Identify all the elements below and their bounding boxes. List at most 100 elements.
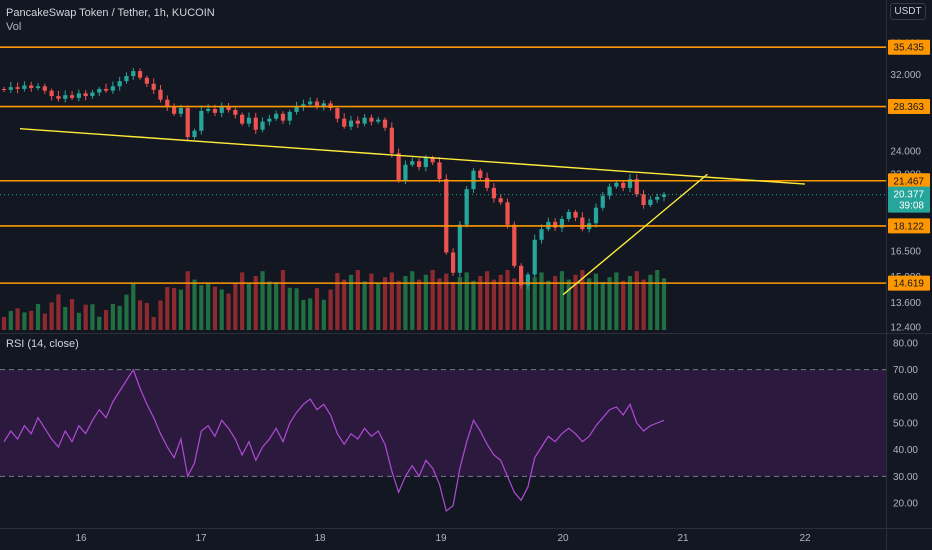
- volume-bar: [1, 317, 7, 330]
- volume-bar: [199, 285, 204, 330]
- candle: [559, 218, 565, 228]
- volume-bar: [103, 309, 109, 330]
- volume-bar: [206, 282, 211, 330]
- volume-bar: [539, 272, 544, 330]
- candle: [410, 161, 415, 165]
- candle: [110, 86, 115, 91]
- candle: [131, 71, 136, 77]
- rsi-tick-label: 50.00: [893, 419, 918, 430]
- candle: [294, 107, 299, 112]
- time-tick-label: 22: [799, 533, 811, 544]
- candle: [206, 109, 211, 111]
- candle: [287, 111, 292, 121]
- candle: [396, 153, 401, 181]
- level-price-tag-text-4: 18.122: [893, 221, 924, 232]
- volume-bar: [580, 270, 585, 330]
- volume-bar: [614, 272, 619, 330]
- volume-bar: [246, 283, 252, 330]
- candle: [219, 106, 224, 113]
- candle: [519, 265, 524, 286]
- volume-bar: [471, 280, 476, 330]
- level-price-tag-text-1: 35.435: [893, 43, 924, 54]
- candle: [42, 86, 47, 91]
- candle: [607, 186, 612, 196]
- candle: [614, 182, 619, 187]
- candle: [226, 106, 231, 110]
- trend-line-2: [562, 173, 708, 296]
- candle: [621, 182, 626, 188]
- candle: [416, 161, 422, 168]
- volume-bar: [627, 276, 633, 330]
- time-tick-label: 20: [557, 533, 569, 544]
- candle: [178, 108, 184, 114]
- candle: [648, 199, 653, 206]
- countdown-value: 39:08: [899, 201, 924, 212]
- candle: [634, 179, 639, 195]
- volume-bar: [430, 270, 435, 330]
- volume-bar: [491, 279, 497, 330]
- price-tick-label: 24.000: [890, 147, 921, 158]
- candle: [362, 117, 367, 124]
- volume-bar: [335, 273, 340, 330]
- candle: [355, 120, 360, 124]
- volume-bar: [559, 271, 565, 330]
- candle: [83, 93, 88, 97]
- candle: [308, 101, 313, 105]
- candle: [328, 103, 333, 109]
- volume-bar: [389, 272, 394, 330]
- candle: [627, 179, 633, 188]
- candle: [117, 81, 122, 87]
- volume-bar: [437, 278, 442, 330]
- level-price-tag-2: [888, 99, 930, 115]
- candle: [566, 211, 571, 219]
- volume-bar: [641, 279, 646, 330]
- volume-bar: [8, 310, 13, 330]
- volume-bar: [621, 280, 626, 330]
- candle: [233, 109, 238, 115]
- candle: [192, 130, 197, 137]
- level-price-tag-text-5: 14.619: [893, 279, 924, 290]
- volume-bar: [117, 305, 122, 330]
- volume-bar: [90, 304, 95, 330]
- volume-bar: [29, 310, 34, 330]
- candle: [124, 76, 129, 82]
- volume-bar: [505, 270, 510, 330]
- volume-bar: [369, 273, 374, 330]
- candle: [512, 224, 517, 266]
- last-price-tag: [888, 186, 930, 213]
- volume-bar: [240, 272, 245, 330]
- volume-bar: [519, 273, 524, 330]
- volume-bar: [158, 300, 163, 330]
- candle: [321, 103, 326, 107]
- volume-bar: [226, 293, 231, 330]
- volume-bar: [314, 288, 320, 330]
- candle: [151, 83, 156, 90]
- volume-bar: [280, 270, 286, 330]
- volume-bar: [512, 278, 517, 330]
- candle: [90, 92, 95, 97]
- candle: [539, 229, 544, 240]
- level-price-tag-3: [888, 173, 930, 189]
- volume-bar: [165, 287, 170, 330]
- candle: [600, 195, 605, 208]
- candle: [240, 114, 245, 124]
- volume-bar: [15, 308, 20, 330]
- volume-bar: [178, 289, 184, 330]
- candle: [49, 90, 54, 97]
- candle: [457, 224, 462, 273]
- candle: [144, 77, 149, 84]
- volume-bar: [233, 283, 238, 330]
- volume-bar: [342, 279, 347, 330]
- price-tick-label: 12.400: [890, 323, 921, 334]
- volume-bar: [253, 276, 258, 330]
- volume-bar: [260, 271, 265, 330]
- candle: [464, 189, 469, 225]
- currency-button[interactable]: USDT: [890, 3, 926, 20]
- candle: [165, 99, 170, 108]
- time-tick-label: 17: [195, 533, 207, 544]
- volume-bar: [144, 303, 149, 330]
- volume-bar: [607, 277, 612, 330]
- candle: [580, 217, 585, 230]
- volume-bar: [321, 299, 326, 330]
